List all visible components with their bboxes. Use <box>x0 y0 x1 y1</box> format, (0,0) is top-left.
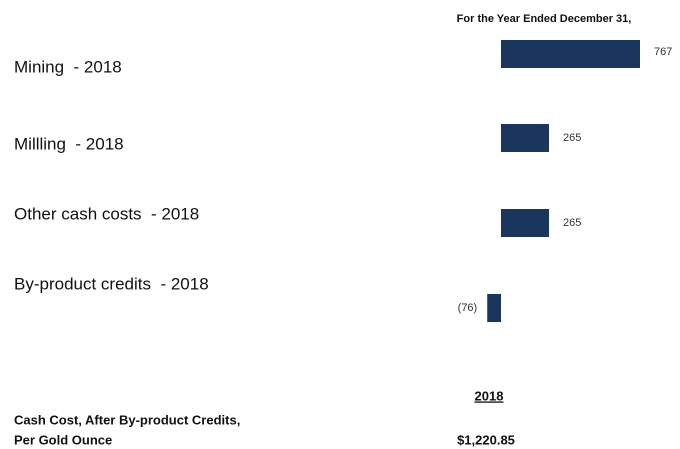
value-label: (76) <box>458 302 478 314</box>
category-label: By-product credits - 2018 <box>14 274 209 293</box>
summary-year: 2018 <box>475 388 504 403</box>
summary-value: $1,220.85 <box>457 432 515 447</box>
bar <box>501 124 550 152</box>
bar <box>487 294 501 322</box>
category-label: Other cash costs - 2018 <box>14 204 199 223</box>
summary-label: Cash Cost, After By-product Credits, <box>14 412 240 427</box>
value-label: 265 <box>563 132 581 144</box>
chart-header: For the Year Ended December 31, <box>457 13 632 25</box>
summary-label: Per Gold Ounce <box>14 432 112 447</box>
value-label: 265 <box>563 217 581 229</box>
category-label: Mining - 2018 <box>14 57 122 76</box>
value-label: 767 <box>654 46 672 58</box>
bar <box>501 40 640 68</box>
bar <box>501 209 550 237</box>
category-label: Millling - 2018 <box>14 134 124 153</box>
